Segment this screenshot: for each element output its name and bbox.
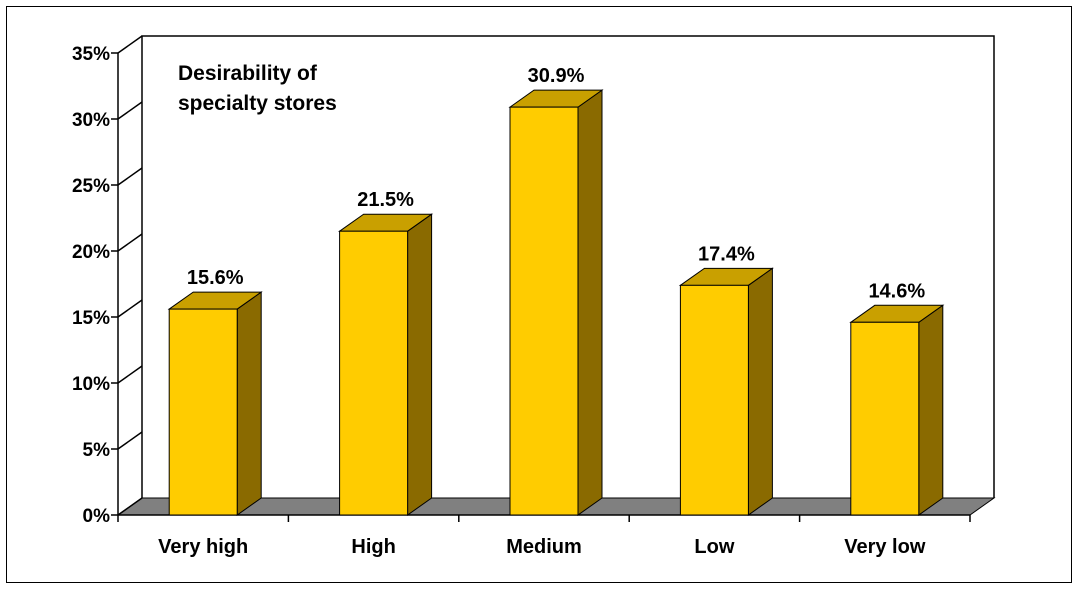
bar <box>168 308 238 516</box>
bar-group: 21.5% <box>338 189 434 516</box>
bar-group: 17.4% <box>678 243 774 516</box>
bar-side <box>918 304 944 516</box>
x-tick-label: Very low <box>844 536 926 558</box>
y-tick-depth-line <box>117 431 143 450</box>
bar-value-label: 14.6% <box>868 280 925 302</box>
y-tick-label: 5% <box>83 440 111 461</box>
chart-back-wall <box>141 35 995 498</box>
bar <box>509 106 579 516</box>
bar <box>339 230 409 516</box>
bar-side <box>747 267 773 516</box>
x-axis-ticks: Very high High Medium Low Very low <box>117 515 971 558</box>
bar-value-label: 30.9% <box>528 65 585 87</box>
y-tick-label: 30% <box>72 110 110 131</box>
y-tick-label: 25% <box>72 176 110 197</box>
y-tick-depth-line <box>117 233 143 252</box>
y-tick-depth-line <box>117 299 143 318</box>
x-tick-label: Medium <box>506 536 582 558</box>
bar <box>679 284 749 516</box>
chart-title-line: Desirability of <box>178 62 318 85</box>
y-tick-depth-line <box>117 101 143 120</box>
chart-title: Desirability of specialty stores <box>178 62 337 115</box>
y-tick-label: 15% <box>72 308 110 329</box>
y-tick-label: 10% <box>72 374 110 395</box>
bar-side <box>407 213 433 516</box>
bar-group: 30.9% <box>508 65 604 516</box>
y-axis-ticks: 0% 5% 10% 15% 20% 25% 30% 35% <box>72 35 143 527</box>
bar-group: 15.6% <box>167 267 263 516</box>
bar <box>850 321 920 516</box>
y-tick-label: 0% <box>83 506 111 527</box>
bars-group: 15.6% 21.5% 30.9% 17.4% 14.6% <box>167 65 945 516</box>
y-tick-depth-line <box>117 497 143 516</box>
bar-group: 14.6% <box>849 280 945 516</box>
x-tick-label: Low <box>694 536 734 558</box>
bar-value-label: 17.4% <box>698 243 755 265</box>
y-tick-label: 20% <box>72 242 110 263</box>
bar-value-label: 15.6% <box>187 267 244 289</box>
bar-value-label: 21.5% <box>357 189 414 211</box>
y-tick-depth-line <box>117 365 143 384</box>
bar-side <box>577 89 603 516</box>
bar-side <box>236 291 262 516</box>
y-tick-depth-line <box>117 35 143 54</box>
chart-title-line: specialty stores <box>178 92 337 115</box>
x-tick-label: High <box>351 536 395 558</box>
y-tick-depth-line <box>117 167 143 186</box>
x-tick-label: Very high <box>158 536 248 558</box>
y-tick-label: 35% <box>72 44 110 65</box>
